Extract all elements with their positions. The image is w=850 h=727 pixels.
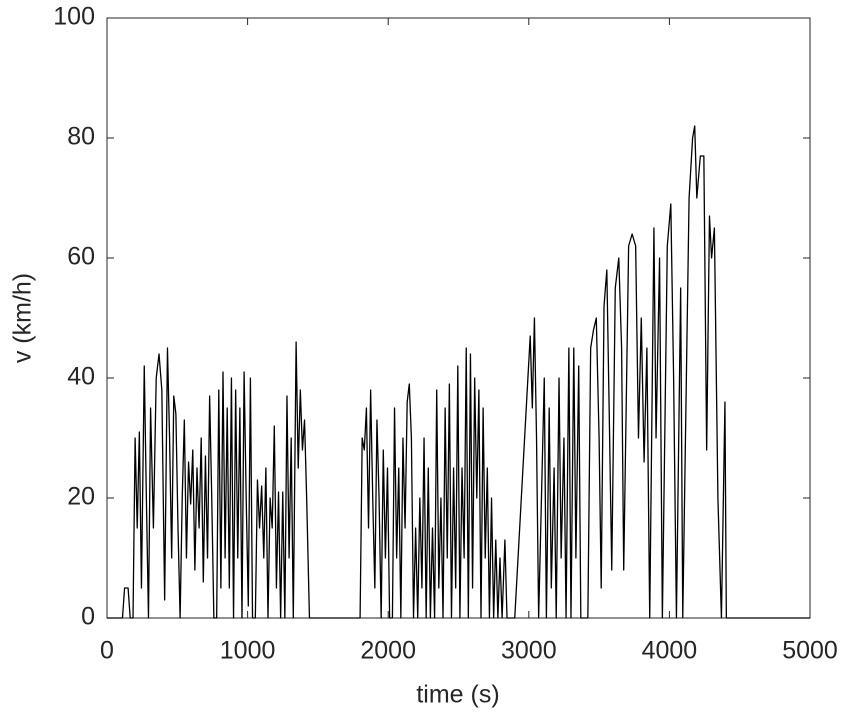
x-tick-label: 4000 — [642, 637, 698, 665]
x-tick-label: 5000 — [782, 637, 838, 665]
y-tick-label: 40 — [67, 363, 95, 391]
y-axis-label: v (km/h) — [9, 273, 37, 363]
data-line — [107, 125, 810, 619]
x-axis-label: time (s) — [416, 681, 499, 709]
y-tick-label: 20 — [67, 483, 95, 511]
y-tick-label: 100 — [53, 3, 95, 31]
y-tick-label: 80 — [67, 123, 95, 151]
y-tick-label: 60 — [67, 243, 95, 271]
x-tick-label: 0 — [100, 637, 114, 665]
y-tick-label: 0 — [81, 603, 95, 631]
x-tick-label: 2000 — [360, 637, 416, 665]
x-tick-label: 1000 — [220, 637, 276, 665]
x-tick-label: 3000 — [501, 637, 557, 665]
